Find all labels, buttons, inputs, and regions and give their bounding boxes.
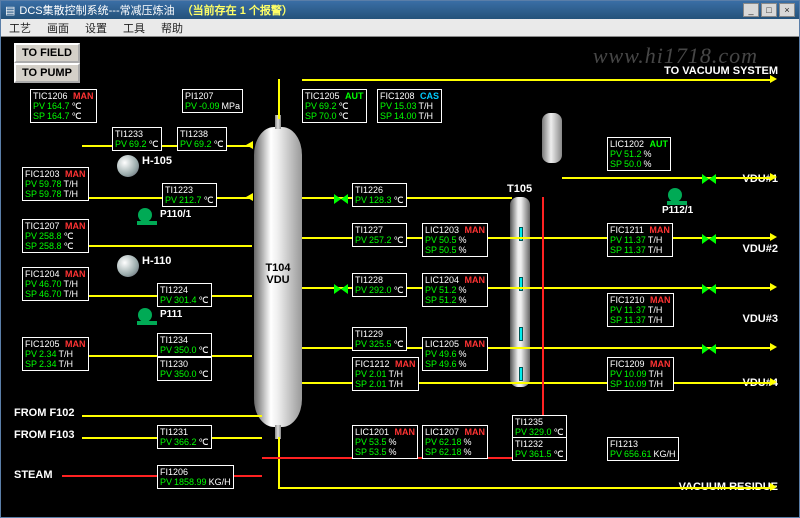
maximize-button[interactable]: □: [761, 3, 777, 17]
pipe: [302, 79, 772, 81]
tag-ti1230[interactable]: TI1230PV350.0℃: [157, 357, 212, 381]
minimize-button[interactable]: _: [743, 3, 759, 17]
pipe: [82, 415, 262, 417]
window-title: DCS集散控制系统---常减压炼油: [19, 5, 174, 17]
tag-fi1206[interactable]: FI1206PV1858.99KG/H: [157, 465, 234, 489]
pump-p110: [137, 207, 157, 225]
tag-lic1201[interactable]: LIC1201 MANPV53.5%SP53.5%: [352, 425, 418, 459]
arrow-icon: [246, 141, 253, 149]
tag-ti1232[interactable]: TI1232PV361.5℃: [512, 437, 567, 461]
lbl-p112: P112/1: [662, 205, 693, 216]
to-pump-button[interactable]: TO PUMP: [14, 63, 80, 83]
tag-ti1238[interactable]: TI1238PV69.2℃: [177, 127, 227, 151]
arrow-icon: [770, 283, 777, 291]
pipe: [278, 437, 280, 489]
close-button[interactable]: ×: [779, 3, 795, 17]
t104-label-a: T104: [265, 262, 290, 274]
lbl-h105: H-105: [142, 155, 172, 167]
pipe: [82, 245, 252, 247]
tag-lic1203[interactable]: LIC1203 MANPV50.5%SP50.5%: [422, 223, 488, 257]
valve-icon[interactable]: [334, 191, 348, 201]
lbl-vdu2: VDU#2: [743, 243, 778, 255]
lbl-from-f102: FROM F102: [14, 407, 75, 419]
arrow-icon: [770, 173, 777, 181]
tag-ti1227[interactable]: TI1227PV257.2℃: [352, 223, 407, 247]
vessel-overhead-drum: [542, 113, 562, 163]
pipe: [278, 79, 280, 119]
lbl-p111: P111: [160, 309, 182, 320]
tag-fic1205[interactable]: FIC1205 MANPV2.34T/HSP2.34T/H: [22, 337, 89, 371]
tag-ti1234[interactable]: TI1234PV350.0℃: [157, 333, 212, 357]
tag-pi1207[interactable]: PI1207PV-0.09MPa: [182, 89, 243, 113]
arrow-icon: [770, 483, 777, 491]
vessel-t104: T104VDU: [254, 127, 302, 427]
tag-tic1207[interactable]: TIC1207 MANPV258.8℃SP258.8℃: [22, 219, 89, 253]
valve-icon[interactable]: [334, 281, 348, 291]
valve-icon[interactable]: [702, 231, 716, 241]
tag-fic1203[interactable]: FIC1203 MANPV59.78T/HSP59.78T/H: [22, 167, 89, 201]
tag-ti1226[interactable]: TI1226PV128.3℃: [352, 183, 407, 207]
tag-ti1235[interactable]: TI1235PV329.0℃: [512, 415, 567, 439]
lbl-p110: P110/1: [160, 209, 191, 220]
tag-lic1205[interactable]: LIC1205 MANPV49.6%SP49.6%: [422, 337, 488, 371]
menu-help[interactable]: 帮助: [153, 20, 191, 36]
lbl-from-f103: FROM F103: [14, 429, 75, 441]
process-canvas: www.hi1718.com TO FIELD TO PUMP TO VACUU…: [2, 37, 798, 516]
motor-h105: [117, 155, 139, 177]
lbl-h110: H-110: [142, 255, 171, 267]
tag-ti1224[interactable]: TI1224PV301.4℃: [157, 283, 212, 307]
arrow-icon: [770, 378, 777, 386]
pipe: [562, 177, 772, 179]
lbl-steam: STEAM: [14, 469, 53, 481]
tag-lic1207[interactable]: LIC1207 MANPV62.18%SP62.18%: [422, 425, 488, 459]
tag-tic1205[interactable]: TIC1205 AUTPV69.2℃SP70.0℃: [302, 89, 367, 123]
tag-tic1206[interactable]: TIC1206 MANPV164.7℃SP164.7℃: [30, 89, 97, 123]
lbl-vdu3: VDU#3: [743, 313, 778, 325]
t104-label-b: VDU: [266, 274, 289, 286]
pipe: [278, 487, 772, 489]
pump-p111: [137, 307, 157, 325]
tag-fic1211[interactable]: FIC1211 MANPV11.37T/HSP11.37T/H: [607, 223, 673, 257]
lbl-to-vacuum: TO VACUUM SYSTEM: [664, 65, 778, 77]
tag-fic1212[interactable]: FIC1212 MANPV2.01T/HSP2.01T/H: [352, 357, 419, 391]
arrow-icon: [246, 193, 253, 201]
vessel-t105: [510, 197, 530, 387]
menu-process[interactable]: 工艺: [1, 20, 39, 36]
menu-settings[interactable]: 设置: [77, 20, 115, 36]
tag-fic1204[interactable]: FIC1204 MANPV46.70T/HSP46.70T/H: [22, 267, 89, 301]
tag-lic1204[interactable]: LIC1204 MANPV51.2%SP51.2%: [422, 273, 488, 307]
tag-ti1233[interactable]: TI1233PV69.2℃: [112, 127, 162, 151]
app-icon: ▤: [5, 4, 15, 17]
alarm-text: （当前存在 1 个报警）: [182, 5, 293, 17]
arrow-icon: [770, 233, 777, 241]
menubar: 工艺 画面 设置 工具 帮助: [1, 19, 799, 37]
tag-ti1231[interactable]: TI1231PV366.2℃: [157, 425, 212, 449]
tag-fi1213[interactable]: FI1213PV656.61KG/H: [607, 437, 679, 461]
menu-screen[interactable]: 画面: [39, 20, 77, 36]
t105-label: T105: [507, 183, 532, 195]
motor-h110: [117, 255, 139, 277]
tag-fic1208[interactable]: FIC1208 CASPV15.03T/HSP14.00T/H: [377, 89, 442, 123]
pump-p112: [667, 187, 687, 205]
window-titlebar: ▤ DCS集散控制系统---常减压炼油 （当前存在 1 个报警） _ □ ×: [1, 1, 799, 19]
arrow-icon: [770, 75, 777, 83]
tag-lic1202[interactable]: LIC1202 AUTPV51.2%SP50.0%: [607, 137, 671, 171]
arrow-icon: [770, 343, 777, 351]
tag-ti1228[interactable]: TI1228PV292.0℃: [352, 273, 407, 297]
valve-icon[interactable]: [702, 341, 716, 351]
valve-icon[interactable]: [702, 281, 716, 291]
tag-fic1209[interactable]: FIC1209 MANPV10.09T/HSP10.09T/H: [607, 357, 674, 391]
valve-icon[interactable]: [702, 171, 716, 181]
to-field-button[interactable]: TO FIELD: [14, 43, 80, 63]
menu-tools[interactable]: 工具: [115, 20, 153, 36]
tag-ti1223[interactable]: TI1223PV212.7℃: [162, 183, 217, 207]
tag-ti1229[interactable]: TI1229PV325.5℃: [352, 327, 407, 351]
tag-fic1210[interactable]: FIC1210 MANPV11.37T/HSP11.37T/H: [607, 293, 674, 327]
